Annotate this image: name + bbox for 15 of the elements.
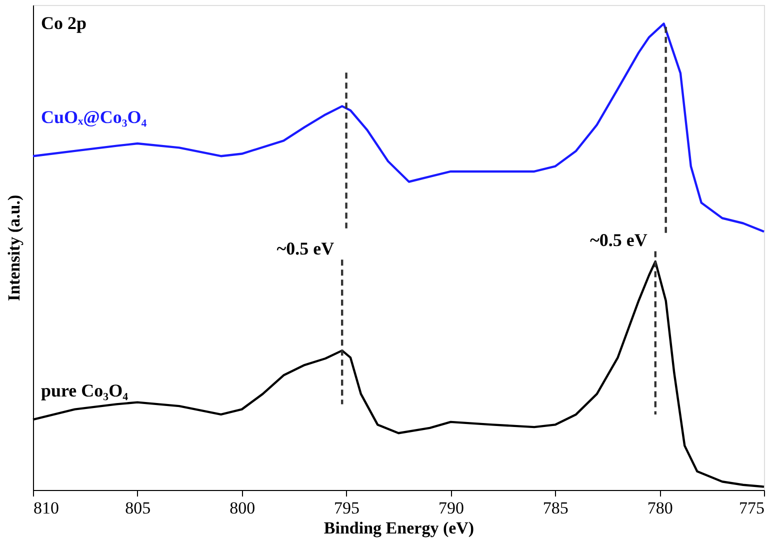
y-axis-title: Intensity (a.u.)	[4, 194, 24, 302]
annotation: ~0.5 eV	[276, 238, 334, 259]
x-axis-title: Binding Energy (eV)	[324, 518, 474, 538]
x-tick-label: 785	[542, 498, 568, 518]
x-tick-label: 775	[739, 498, 764, 518]
x-tick-label: 810	[34, 498, 59, 518]
x-tick-label: 805	[125, 498, 151, 518]
annotation: ~0.5 eV	[590, 230, 648, 250]
x-tick-label: 795	[334, 498, 360, 518]
x-tick-label: 780	[647, 498, 673, 518]
series-label: CuOₓ@Co₃O₄	[41, 107, 148, 128]
x-tick-label: 800	[230, 498, 256, 518]
annotation: Co 2p	[41, 13, 87, 33]
series-label: pure Co₃O₄	[41, 380, 129, 401]
x-tick-label: 790	[438, 498, 464, 518]
